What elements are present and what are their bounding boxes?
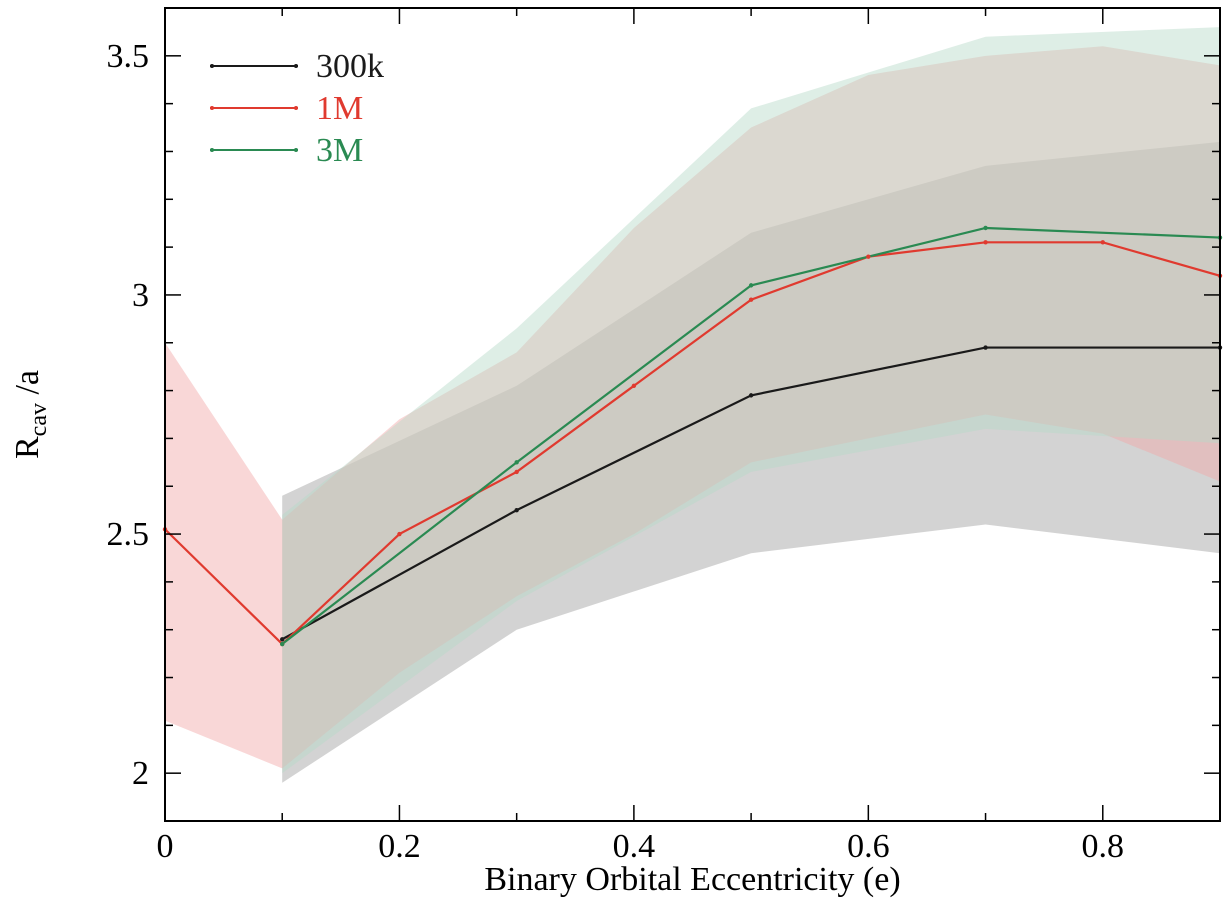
legend-swatch-point <box>210 106 214 110</box>
line-1m <box>164 241 1221 646</box>
y-tick-label: 2.5 <box>107 516 150 553</box>
legend: 300k 1M 3M <box>210 48 384 169</box>
legend-swatch-point <box>294 64 298 68</box>
point-3m <box>983 225 988 231</box>
point-300k <box>280 637 285 642</box>
y-axis-label-main: R <box>9 436 46 459</box>
band-300k <box>282 141 1220 783</box>
point-300k <box>514 507 519 513</box>
point-1m <box>397 531 402 537</box>
y-axis-label-sub: cav <box>26 403 52 436</box>
y-tick-label: 3.5 <box>107 38 150 75</box>
point-1m <box>631 383 637 389</box>
point-1m <box>866 254 871 259</box>
point-1m <box>514 469 519 475</box>
x-tick-label: 0 <box>157 828 174 865</box>
point-300k <box>983 345 988 350</box>
legend-item-3m: 3M <box>210 132 363 169</box>
legend-swatch-point <box>210 148 214 152</box>
band-1m <box>165 46 1220 769</box>
tick-labels: 0 0.2 0.4 0.6 0.8 2 2.5 3 3.5 <box>107 38 1125 865</box>
point-3m <box>514 460 519 465</box>
y-tick-label: 3 <box>132 277 149 314</box>
x-tick-label: 0.6 <box>847 828 890 865</box>
point-1m <box>748 297 754 302</box>
y-tick-label: 2 <box>132 755 149 792</box>
point-3m <box>280 641 285 647</box>
point-3m <box>748 283 754 288</box>
axis-ticks <box>164 7 1221 822</box>
legend-label: 1M <box>316 90 363 127</box>
y-axis-label: Rcav /a <box>9 370 52 459</box>
plot-frame <box>164 7 1221 822</box>
legend-label: 300k <box>316 48 384 85</box>
legend-swatch-point <box>294 148 298 152</box>
confidence-bands <box>165 27 1220 783</box>
x-tick-label: 0.2 <box>378 828 421 865</box>
legend-swatch-point <box>294 106 298 110</box>
x-axis-label: Binary Orbital Eccentricity (e) <box>484 861 900 898</box>
y-axis-label-suffix: /a <box>9 370 46 403</box>
legend-item-1m: 1M <box>210 90 363 127</box>
x-tick-label: 0.4 <box>613 828 656 865</box>
legend-label: 3M <box>316 132 363 169</box>
point-300k <box>748 393 754 398</box>
point-1m <box>983 240 988 245</box>
legend-item-300k: 300k <box>210 48 384 85</box>
band-3m <box>282 27 1220 774</box>
point-1m <box>1100 240 1105 245</box>
legend-swatch-point <box>210 64 214 68</box>
x-tick-label: 0.8 <box>1082 828 1125 865</box>
